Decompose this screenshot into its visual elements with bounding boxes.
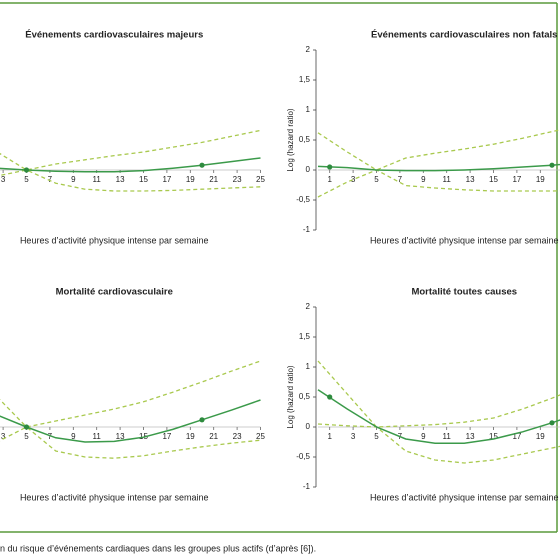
- x-tick-label: 25: [256, 175, 265, 184]
- x-tick-label: 7: [48, 175, 53, 184]
- x-tick-label: 3: [351, 432, 356, 441]
- x-tick-label: 11: [93, 175, 102, 184]
- y-axis-label: Log (hazard ratio): [286, 365, 295, 428]
- x-axis-label: Heures d’activité physique intense par s…: [370, 235, 559, 245]
- x-tick-label: 3: [1, 175, 6, 184]
- x-tick-label: 11: [93, 432, 102, 441]
- chart-title: Événements cardiovasculaires majeurs: [25, 30, 203, 41]
- point: [327, 394, 333, 400]
- x-tick-label: 9: [71, 175, 76, 184]
- confidence-line: [0, 169, 261, 192]
- y-tick-label: 0,5: [299, 392, 311, 401]
- estimate-line: [317, 389, 560, 444]
- x-tick-label: 21: [209, 432, 218, 441]
- x-tick-label: 1: [327, 175, 332, 184]
- x-tick-label: 5: [374, 175, 379, 184]
- x-tick-label: 15: [139, 175, 148, 184]
- y-tick-label: 2: [306, 302, 311, 311]
- x-tick-label: 13: [466, 432, 475, 441]
- x-axis-label: Heures d’activité physique intense par s…: [20, 492, 209, 502]
- caption: n du risque d’événements cardiaques dans…: [0, 543, 316, 553]
- x-tick-label: 19: [186, 175, 195, 184]
- x-tick-label: 1: [327, 432, 332, 441]
- chart-title: Mortalité cardiovasculaire: [56, 287, 173, 298]
- x-axis-label: Heures d’activité physique intense par s…: [370, 492, 559, 502]
- x-tick-label: 17: [162, 175, 171, 184]
- x-tick-label: 25: [256, 432, 265, 441]
- y-tick-label: 0: [306, 422, 311, 431]
- estimate-line: [317, 163, 560, 172]
- y-tick-label: 1: [306, 105, 311, 114]
- point: [23, 167, 30, 173]
- chart-title: Événements cardiovasculaires non fatals: [371, 30, 557, 41]
- x-tick-label: 3: [351, 175, 356, 184]
- confidence-line: [0, 426, 261, 459]
- confidence-line: [317, 423, 560, 464]
- y-tick-label: 1: [306, 362, 311, 371]
- y-tick-label: 2: [306, 45, 311, 54]
- x-tick-label: 15: [489, 175, 498, 184]
- point: [549, 162, 555, 168]
- confidence-line: [0, 129, 261, 171]
- y-tick-label: -0,5: [296, 195, 310, 204]
- confidence-line: [317, 169, 560, 198]
- y-tick-label: 0: [306, 165, 311, 174]
- x-tick-label: 15: [489, 432, 498, 441]
- y-tick-label: -0,5: [296, 452, 310, 461]
- x-tick-label: 3: [1, 432, 6, 441]
- x-tick-label: 9: [421, 175, 426, 184]
- x-tick-label: 23: [233, 432, 242, 441]
- x-tick-label: 5: [24, 175, 29, 184]
- y-tick-label: -1: [303, 482, 311, 491]
- x-tick-label: 7: [398, 175, 403, 184]
- x-tick-label: 9: [421, 432, 426, 441]
- x-axis-label: Heures d’activité physique intense par s…: [20, 235, 209, 245]
- point: [199, 417, 205, 423]
- x-tick-label: 19: [186, 432, 195, 441]
- x-tick-label: 11: [443, 432, 452, 441]
- point: [23, 424, 30, 430]
- y-tick-label: -1: [303, 225, 311, 234]
- x-tick-label: 9: [71, 432, 76, 441]
- x-tick-label: 17: [512, 175, 521, 184]
- x-tick-label: 19: [536, 175, 545, 184]
- x-tick-label: 7: [48, 432, 53, 441]
- point: [549, 420, 555, 426]
- estimate-line: [0, 157, 261, 173]
- x-tick-label: 23: [233, 175, 242, 184]
- x-tick-label: 21: [209, 175, 218, 184]
- x-tick-label: 5: [24, 432, 29, 441]
- y-tick-label: 1,5: [299, 75, 311, 84]
- point: [327, 164, 333, 170]
- x-tick-label: 11: [443, 175, 452, 184]
- x-tick-label: 17: [512, 432, 521, 441]
- x-tick-label: 13: [116, 175, 125, 184]
- confidence-line: [317, 360, 560, 428]
- confidence-line: [317, 129, 560, 171]
- x-tick-label: 19: [536, 432, 545, 441]
- x-tick-label: 17: [162, 432, 171, 441]
- x-tick-label: 13: [116, 432, 125, 441]
- y-axis-label: Log (hazard ratio): [286, 108, 295, 171]
- y-tick-label: 0,5: [299, 135, 311, 144]
- estimate-line: [0, 399, 261, 443]
- chart-title: Mortalité toutes causes: [411, 287, 517, 298]
- confidence-line: [0, 360, 261, 428]
- point: [199, 162, 205, 168]
- y-tick-label: 1,5: [299, 332, 311, 341]
- x-tick-label: 5: [374, 432, 379, 441]
- x-tick-label: 13: [466, 175, 475, 184]
